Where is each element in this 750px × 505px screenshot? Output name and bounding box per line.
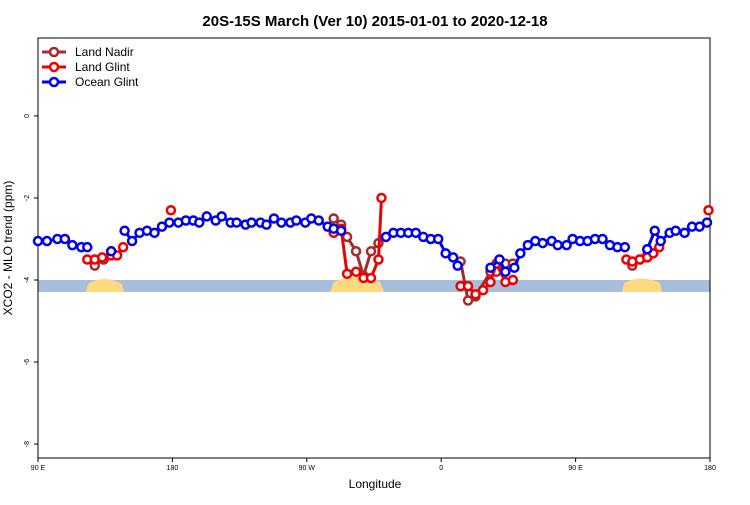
data-point xyxy=(328,213,339,224)
data-point xyxy=(655,235,666,247)
legend-marker xyxy=(48,61,60,73)
data-point xyxy=(246,217,257,228)
y-tick-label: -6 xyxy=(24,359,31,365)
data-point xyxy=(485,262,496,273)
land-area xyxy=(622,278,662,292)
legend-label: Ocean Glint xyxy=(75,75,139,89)
data-point xyxy=(494,254,505,265)
data-point xyxy=(350,246,362,257)
data-point xyxy=(703,205,714,216)
data-point xyxy=(470,289,481,300)
data-point xyxy=(485,276,496,288)
data-point xyxy=(380,231,392,243)
data-point xyxy=(694,221,705,232)
y-tick-label: -8 xyxy=(24,441,31,447)
legend-marker xyxy=(48,76,60,88)
data-point xyxy=(126,235,138,247)
data-point xyxy=(165,205,177,216)
data-point xyxy=(373,254,384,265)
data-point xyxy=(701,217,713,228)
data-point xyxy=(156,221,168,232)
chart-title: 20S-15S March (Ver 10) 2015-01-01 to 202… xyxy=(202,13,547,30)
x-tick-label: 90 E xyxy=(31,465,46,472)
data-point xyxy=(335,225,347,237)
data-point xyxy=(341,268,353,280)
data-point xyxy=(515,248,526,259)
data-point xyxy=(670,225,681,237)
data-point xyxy=(447,252,459,263)
data-point xyxy=(462,295,474,306)
y-tick-label: 0 xyxy=(24,114,31,118)
x-tick-label: 0 xyxy=(439,465,443,472)
data-point xyxy=(276,217,287,228)
data-point xyxy=(509,262,520,273)
y-tick-label: -4 xyxy=(24,277,31,283)
data-point xyxy=(376,192,387,204)
data-point xyxy=(194,217,205,228)
plot-frame xyxy=(37,37,711,459)
data-point xyxy=(96,252,108,263)
data-point xyxy=(507,274,519,286)
data-point xyxy=(649,225,660,237)
data-point xyxy=(313,215,324,226)
data-point xyxy=(679,227,690,239)
data-point xyxy=(350,266,362,278)
x-axis-label: Longitude xyxy=(349,477,402,491)
legend-label: Land Nadir xyxy=(75,45,134,59)
data-point xyxy=(41,235,53,247)
data-point xyxy=(462,280,474,292)
data-point xyxy=(105,246,117,257)
data-point xyxy=(268,213,280,224)
data-point xyxy=(164,217,175,228)
data-point xyxy=(365,272,377,284)
y-axis-label: XCO2 - MLO trend (ppm) xyxy=(1,181,15,316)
data-point xyxy=(59,233,71,245)
data-point xyxy=(477,284,489,296)
data-point xyxy=(231,217,242,228)
y-tick-label: -2 xyxy=(24,195,31,201)
legend-marker xyxy=(48,46,60,58)
data-point xyxy=(365,246,377,257)
x-tick-label: 90 W xyxy=(299,465,316,472)
data-point xyxy=(117,241,129,253)
data-point xyxy=(561,239,572,251)
data-point xyxy=(32,235,44,247)
data-point xyxy=(67,239,78,251)
data-point xyxy=(500,266,511,278)
land-area xyxy=(86,279,124,292)
x-tick-label: 180 xyxy=(167,465,179,472)
data-point xyxy=(149,227,160,239)
data-point xyxy=(642,243,653,255)
data-point xyxy=(201,211,212,222)
data-point xyxy=(432,233,444,245)
data-point xyxy=(119,225,130,237)
data-point xyxy=(452,260,463,271)
data-point xyxy=(552,239,563,251)
data-point xyxy=(522,239,534,251)
data-point xyxy=(440,248,451,259)
data-point xyxy=(82,241,93,253)
data-point xyxy=(216,211,227,222)
data-point xyxy=(410,227,422,239)
data-point xyxy=(291,215,302,226)
legend-label: Land Glint xyxy=(75,60,130,74)
data-point xyxy=(597,233,608,245)
x-tick-label: 90 E xyxy=(568,465,583,472)
x-tick-label: 180 xyxy=(704,465,716,472)
data-point xyxy=(537,237,548,249)
data-point xyxy=(619,241,631,253)
data-point xyxy=(261,219,272,230)
